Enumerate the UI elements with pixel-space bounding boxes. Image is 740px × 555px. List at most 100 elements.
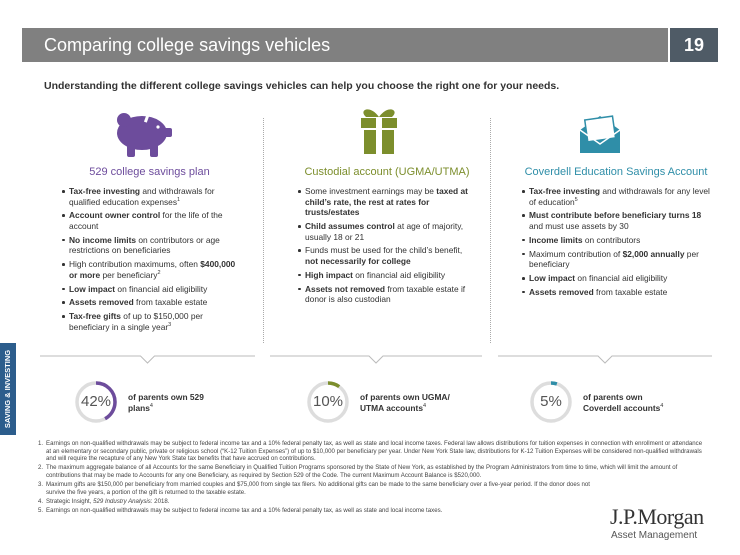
bullet: Some investment earnings may be taxed at… [298, 186, 476, 218]
text-segment: The maximum aggregate balance of all Acc… [46, 464, 678, 479]
column: Custodial account (UGMA/UTMA) Some invest… [298, 166, 476, 308]
text-segment: Earnings on non-qualified withdrawals ma… [46, 507, 443, 515]
logo-name: J.P.Morgan [610, 504, 704, 529]
text-segment: from taxable estate [593, 286, 668, 297]
piggy-icon [117, 112, 172, 157]
connector [40, 355, 255, 364]
footnote-text: Strategic Insight, 529 Industry Analysis… [46, 498, 169, 506]
stat-label: 42% [80, 393, 112, 410]
bullet: Must contribute before beneficiary turns… [522, 210, 710, 231]
bullet: Tax-free investing and withdrawals for a… [522, 186, 710, 207]
bullet: Assets not removed from taxable estate i… [298, 284, 476, 305]
text-segment: on financial aid eligibility [352, 269, 446, 280]
text-segment: Assets not removed [305, 283, 386, 294]
column: 529 college savings plan Tax-free investi… [62, 166, 237, 335]
text-segment: 1 [177, 196, 181, 203]
text-segment: 529 Industry Analysis [93, 497, 151, 505]
text-segment: for the life of the account [69, 210, 223, 231]
text-segment: on financial aid eligibility [115, 283, 208, 294]
separator [263, 118, 264, 343]
footnote-number: 2. [38, 464, 44, 472]
text-segment: at age of majority, usually 18 or 21 [305, 220, 464, 242]
text-segment: per beneficiary [100, 269, 158, 280]
text-segment: Tax-free investing [69, 186, 141, 196]
text-segment: on contributors or age restrictions on b… [69, 234, 220, 256]
text-segment: of parents own 529 plans [128, 392, 204, 413]
gift-icon [361, 109, 397, 154]
text-segment: of parents own UGMA/ UTMA accounts [360, 392, 450, 413]
bullet-list: Some investment earnings may be taxed at… [298, 186, 476, 305]
text-segment: : 2018. [150, 497, 170, 505]
text-segment: 4 [149, 402, 153, 409]
bullet: Funds must be used for the child’s benef… [298, 245, 476, 266]
bullet: Tax-free gifts of up to $150,000 per ben… [62, 311, 237, 332]
envelope-icon [579, 115, 621, 153]
text-segment: taxed at child’s rate, the rest at rates… [305, 186, 468, 218]
text-segment: Maximum gifts are $150,000 per beneficia… [46, 481, 590, 496]
text-segment: Earnings on non-qualified withdrawals ma… [46, 440, 703, 463]
stat-text: of parents own 529 plans4 [128, 392, 223, 413]
text-segment: Child assumes control [305, 220, 395, 231]
footnote: 3. Maximum gifts are $150,000 per benefic… [38, 481, 598, 496]
bullet: High impact on financial aid eligibility [298, 270, 476, 281]
stat-text: of parents own Coverdell accounts4 [583, 392, 678, 413]
text-segment: Low impact [529, 272, 576, 283]
text-segment: 2 [157, 269, 161, 276]
text-segment: on contributors [582, 234, 641, 245]
footnote: 1. Earnings on non-qualified withdrawals … [38, 440, 708, 463]
text-segment: Strategic Insight, [46, 497, 94, 505]
text-segment: No income limits [69, 234, 137, 245]
donut-arc [307, 381, 349, 423]
bullet: Assets removed from taxable estate [522, 287, 710, 298]
footnote-number: 1. [38, 440, 44, 447]
bullet: Low impact on financial aid eligibility [522, 273, 710, 284]
text-segment: and withdrawals for any level of educati… [529, 186, 710, 207]
footnote: 4. Strategic Insight, 529 Industry Analys… [38, 498, 598, 506]
text-segment: Assets removed [529, 286, 594, 297]
bullet: Child assumes control at age of majority… [298, 221, 476, 242]
bullet-list: Tax-free investing and withdrawals for q… [62, 186, 237, 332]
text-segment: on financial aid eligibility [575, 272, 668, 283]
column-title: Custodial account (UGMA/UTMA) [304, 166, 470, 178]
column-title: 529 college savings plan [89, 166, 210, 178]
text-segment: Account owner control [69, 210, 161, 221]
text-segment: from taxable estate if donor is also cus… [305, 283, 466, 305]
column-title: Coverdell Education Savings Account [524, 166, 708, 178]
page-number: 19 [670, 28, 718, 62]
column: Coverdell Education Savings Account Tax-f… [522, 166, 710, 300]
text-segment: Funds must be used for the child’s benef… [305, 245, 463, 256]
text-segment: Low impact [69, 283, 116, 294]
footnote-text: The maximum aggregate balance of all Acc… [46, 464, 708, 479]
text-segment: Tax-free investing [529, 186, 601, 196]
stat-label: 10% [312, 393, 344, 410]
bullet-list: Tax-free investing and withdrawals for a… [522, 186, 710, 297]
bullet: Low impact on financial aid eligibility [62, 284, 237, 295]
text-segment: Tax-free gifts [69, 311, 121, 322]
text-segment: of parents own Coverdell accounts [583, 392, 661, 413]
footnote: 5. Earnings on non-qualified withdrawals … [38, 507, 598, 515]
footnote-text: Earnings on non-qualified withdrawals ma… [46, 507, 442, 515]
text-segment: $2,000 annually [622, 248, 685, 259]
side-tab [0, 343, 16, 435]
text-segment: of up to $150,000 per beneficiary in a s… [69, 311, 203, 332]
text-segment: High impact [305, 269, 353, 280]
text-segment: Some investment earnings may be [305, 186, 437, 196]
connectors [40, 355, 712, 364]
connector [498, 355, 712, 364]
text-segment: Maximum contribution of [529, 248, 623, 259]
footnote-number: 5. [38, 507, 44, 515]
graphics [40, 109, 712, 423]
footnote-number: 3. [38, 481, 44, 489]
footnote-number: 4. [38, 497, 44, 505]
separator [490, 118, 491, 343]
footnote-text: Maximum gifts are $150,000 per beneficia… [46, 481, 598, 496]
connector [270, 355, 482, 364]
bullet: Income limits on contributors [522, 235, 710, 246]
bullet: Tax-free investing and withdrawals for q… [62, 186, 237, 207]
text-segment: High contribution maximums, often [69, 259, 201, 270]
text-segment: 3 [168, 321, 172, 328]
text-segment: Income limits [529, 234, 583, 245]
bullet: Assets removed from taxable estate [62, 297, 237, 308]
bullet: High contribution maximums, often $400,0… [62, 259, 237, 280]
stat-text: of parents own UGMA/ UTMA accounts4 [360, 392, 455, 413]
